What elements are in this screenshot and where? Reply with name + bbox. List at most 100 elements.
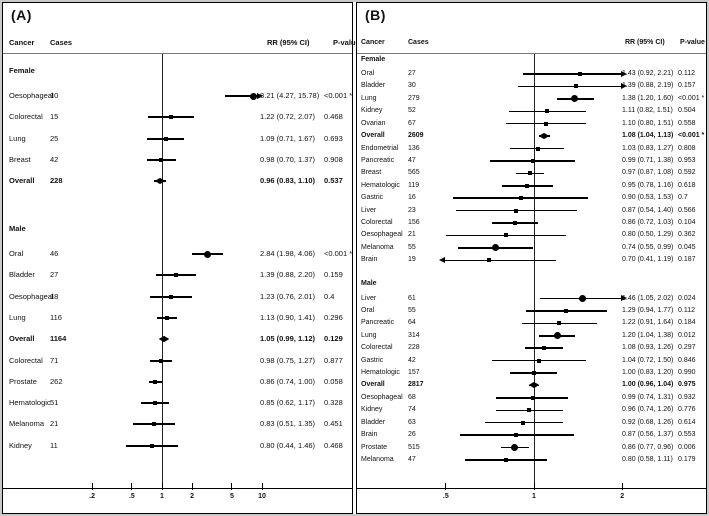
row-p-value: 0.297 [678,344,696,352]
group-label: Male [361,280,377,287]
row-p-value: 0.451 [324,419,343,429]
ci-line [523,73,621,75]
point-estimate-marker [557,321,562,326]
row-rr-ci-text: 1.29 (0.94, 1.77) [622,306,674,314]
row-cases: 61 [408,294,416,302]
row-cases: 47 [408,455,416,463]
point-estimate-marker [511,444,519,452]
row-cases: 23 [408,206,416,214]
point-estimate-marker [174,273,179,278]
row-rr-ci-text: 1.13 (0.90, 1.41) [260,312,316,322]
row-cases: 27 [408,70,416,77]
row-cases: 71 [50,355,59,365]
group-label: Female [361,56,386,63]
row-cases: 21 [50,419,59,429]
column-header-pvalue: P-value [680,39,705,46]
row-cancer-label: Oral [361,70,375,77]
row-rr-ci-text: 1.38 (1.20, 1.60) [622,94,674,102]
point-estimate-marker [571,95,579,103]
axis-tick-label: 5 [229,493,234,500]
row-cancer-label: Oesophageal [9,291,54,301]
row-cancer-label: Breast [361,169,382,177]
axis-tick-label: 1 [532,493,536,500]
ci-clip-arrow-right [621,70,627,77]
row-p-value: <0.001 * [678,94,705,102]
row-p-value: 0.184 [678,319,696,327]
row-cancer-label: Overall [9,176,35,186]
row-cancer-label: Pancreatic [361,319,395,327]
point-estimate-marker [535,146,540,151]
row-p-value: 0.362 [678,231,696,239]
point-estimate-marker [577,72,582,76]
column-header-cancer: Cancer [9,38,35,47]
row-p-value: 0.693 [324,133,343,143]
ci-clip-arrow-right [621,295,627,301]
row-p-value: <0.001 * [678,132,705,140]
header-separator [3,53,352,54]
row-cases: 63 [408,418,416,426]
row-cancer-label: Bladder [361,82,386,90]
row-cancer-label: Oral [361,306,375,314]
point-estimate-marker [553,332,561,340]
row-cancer-label: Kidney [9,440,32,450]
row-rr-ci-text: 0.70 (0.41, 1.19) [622,256,674,264]
axis-tick-label: .5 [442,493,449,500]
row-p-value: 0.112 [678,306,695,314]
row-rr-ci-text: 1.00 (0.96, 1.04) [622,381,674,389]
point-estimate-marker [165,315,170,320]
row-rr-ci-text: 0.96 (0.83, 1.10) [260,176,316,186]
row-p-value: 0.932 [678,393,696,401]
row-cases: 119 [408,181,420,189]
row-cancer-label: Ovarian [361,119,386,127]
row-cancer-label: Overall [361,132,385,140]
row-cancer-label: Hematologic [361,369,400,377]
panel-b-label: (B) [365,7,386,23]
row-rr-ci-text: 0.80 (0.44, 1.46) [260,440,316,450]
row-cancer-label: Lung [361,331,377,339]
row-cancer-label: Oesophageal [361,393,403,401]
row-p-value: 0.468 [324,112,343,122]
row-p-value: 0.808 [678,144,696,152]
row-p-value: 0.058 [324,376,343,386]
axis-tick-label: 10 [258,493,266,500]
panel-a: (A) Cancer Cases RR (95% CI) P-value .2.… [2,2,360,514]
row-cancer-label: Colorectal [361,219,393,227]
row-cancer-label: Lung [361,94,377,102]
row-rr-ci-text: 0.86 (0.74, 1.00) [260,376,316,386]
row-rr-ci-text: 0.87 (0.54, 1.40) [622,206,674,214]
row-cancer-label: Bladder [9,270,35,280]
point-estimate-marker [573,84,578,89]
row-rr-ci-text: 0.74 (0.55, 0.99) [622,243,674,251]
plot-rows: .2.5 1 2 5 10 Female Oesophageal 10 8.21 (4.27, … [3,3,352,513]
row-p-value: 0.776 [678,406,696,414]
row-cancer-label: Liver [361,206,377,214]
row-cases: 64 [408,319,416,327]
point-estimate-marker [544,121,549,126]
reference-line-rr1 [534,54,535,488]
row-p-value: 0.179 [678,455,696,463]
row-p-value: 0.592 [678,169,696,177]
column-header-pvalue: P-value [333,38,360,47]
row-p-value: 0.468 [324,440,343,450]
row-cases: 25 [50,133,59,143]
row-p-value: 0.877 [324,355,343,365]
point-estimate-marker [486,258,491,263]
row-rr-ci-text: 1.00 (0.83, 1.20) [622,369,674,377]
row-rr-ci-text: 2.84 (1.98, 4.06) [260,249,316,258]
row-cancer-label: Prostate [9,376,37,386]
axis-tick [91,483,93,490]
point-estimate-marker [151,422,156,427]
axis-tick [231,483,233,490]
reference-line-rr1 [162,54,163,488]
ci-line [225,95,257,97]
row-p-value: <0.001 * [324,249,353,258]
header-separator [357,53,706,54]
row-cases: 136 [408,144,420,152]
row-p-value: 0.104 [678,219,696,227]
row-cases: 314 [408,331,420,339]
overall-diamond-marker [528,382,540,389]
row-cases: 157 [408,369,420,377]
row-cases: 55 [408,306,416,314]
row-cases: 10 [50,91,59,100]
axis-tick [533,483,535,490]
